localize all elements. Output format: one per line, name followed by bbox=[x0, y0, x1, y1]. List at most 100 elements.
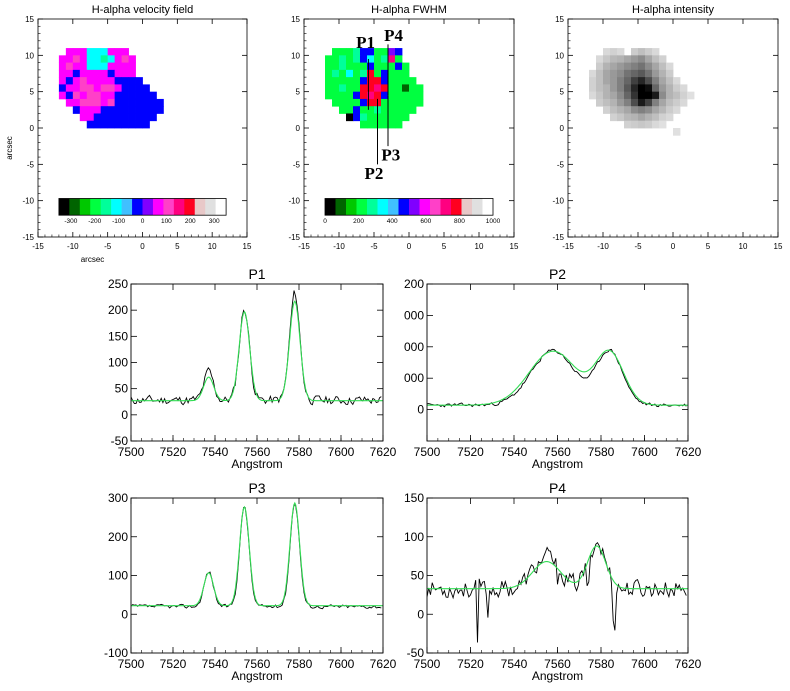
map-cell bbox=[652, 91, 660, 100]
map-cell bbox=[624, 84, 632, 93]
map-cell bbox=[93, 69, 102, 78]
map-cell bbox=[596, 62, 604, 71]
map-cell bbox=[86, 62, 95, 71]
x-tick-label: 7500 bbox=[118, 657, 145, 671]
map-cell bbox=[381, 62, 389, 71]
map-cell bbox=[388, 113, 396, 122]
map-cell bbox=[631, 77, 639, 85]
map-cell bbox=[624, 62, 632, 71]
map-cell bbox=[645, 98, 653, 107]
map-cell bbox=[142, 84, 150, 93]
map-cell bbox=[395, 55, 403, 63]
map-cell bbox=[339, 48, 347, 56]
map-cell bbox=[617, 106, 625, 114]
map-cell bbox=[617, 84, 625, 93]
x-tick-label: 5 bbox=[175, 242, 180, 251]
colorbar-2: 0 200 400 600 800 1000 bbox=[323, 198, 501, 225]
map-cell bbox=[673, 106, 681, 114]
map-cell bbox=[402, 69, 410, 78]
map-cell bbox=[395, 48, 403, 56]
y-tick-label: 200 bbox=[108, 303, 128, 317]
colorbar-swatch bbox=[325, 198, 336, 216]
map-cell bbox=[367, 84, 375, 93]
map-cell bbox=[72, 55, 81, 63]
map-cell bbox=[652, 55, 660, 63]
map-cell bbox=[610, 62, 618, 71]
map-cell bbox=[79, 84, 88, 93]
map-cell bbox=[65, 77, 74, 85]
map-cell bbox=[624, 69, 632, 78]
colorbar-swatch bbox=[205, 198, 216, 216]
map-cell bbox=[374, 84, 382, 93]
map-cell bbox=[416, 91, 424, 100]
map-cell bbox=[374, 91, 382, 100]
x-tick-label: 7600 bbox=[631, 657, 658, 671]
map-cell bbox=[332, 91, 340, 100]
colorbar-swatch bbox=[215, 198, 227, 216]
x-tick-label: -10 bbox=[67, 242, 79, 251]
map-cell bbox=[596, 69, 604, 78]
map-cell bbox=[659, 113, 667, 122]
map-cell bbox=[346, 84, 354, 93]
map-cell bbox=[617, 55, 625, 63]
map-cell bbox=[339, 62, 347, 71]
x-tick-label: 7620 bbox=[370, 445, 397, 459]
map-cell bbox=[402, 91, 410, 100]
y-tick-label: -10 bbox=[22, 197, 34, 206]
x-tick-label: -5 bbox=[370, 242, 378, 251]
map-cell bbox=[325, 91, 333, 100]
map-cell bbox=[86, 120, 95, 129]
map-cell bbox=[93, 48, 102, 56]
map-cell bbox=[617, 62, 625, 71]
map-cell bbox=[100, 98, 109, 107]
map-cell bbox=[388, 77, 396, 85]
marker-label-p1: P1 bbox=[356, 33, 375, 52]
map-cell bbox=[395, 91, 403, 100]
map-cell bbox=[617, 48, 625, 56]
y-tick-label: 15 bbox=[25, 15, 34, 24]
x-tick-label: 7620 bbox=[370, 657, 397, 671]
map-cell bbox=[65, 69, 74, 78]
map-cell bbox=[100, 113, 109, 122]
map-cell bbox=[638, 98, 646, 107]
map-cell bbox=[121, 98, 129, 107]
map-cell bbox=[339, 98, 347, 107]
spectrum-x-axis-label: Angstrom bbox=[231, 457, 282, 471]
map-cell bbox=[374, 69, 382, 78]
map-cell bbox=[388, 62, 396, 71]
map-cell bbox=[666, 98, 674, 107]
map-cell bbox=[93, 55, 102, 63]
map-cell bbox=[589, 77, 597, 85]
map-title-1: H-alpha velocity field bbox=[92, 4, 194, 16]
map-cell bbox=[603, 91, 611, 100]
map-cell bbox=[332, 62, 340, 71]
map-cell bbox=[680, 84, 688, 93]
map-cell bbox=[645, 55, 653, 63]
x-tick-label: 10 bbox=[208, 242, 217, 251]
y-tick-label: -10 bbox=[552, 197, 564, 206]
map-cell bbox=[339, 55, 347, 63]
x-tick-label: 7520 bbox=[160, 445, 187, 459]
spectrum-line-fit bbox=[131, 501, 383, 607]
colorbar-swatch bbox=[451, 198, 462, 216]
colorbar-tick-label: 800 bbox=[454, 218, 465, 225]
map-cell bbox=[652, 69, 660, 78]
map-cell bbox=[638, 48, 646, 56]
colorbar-frame bbox=[58, 198, 227, 216]
colorbar-swatch bbox=[335, 198, 347, 216]
y-tick-label: 50 bbox=[115, 382, 129, 396]
map-cell bbox=[58, 69, 67, 78]
spectrum-line-fit bbox=[427, 545, 688, 590]
map-cell bbox=[652, 77, 660, 85]
spectrum-frame bbox=[426, 283, 689, 442]
map-cell bbox=[325, 69, 333, 78]
map-cell bbox=[107, 48, 116, 56]
map-cell bbox=[617, 69, 625, 78]
map-cell bbox=[388, 120, 396, 129]
map-cell bbox=[673, 98, 681, 107]
y-tick-label: 200 bbox=[404, 277, 424, 291]
map-cell bbox=[114, 113, 122, 122]
map-cell bbox=[86, 106, 95, 114]
y-tick-label: -15 bbox=[552, 233, 564, 242]
